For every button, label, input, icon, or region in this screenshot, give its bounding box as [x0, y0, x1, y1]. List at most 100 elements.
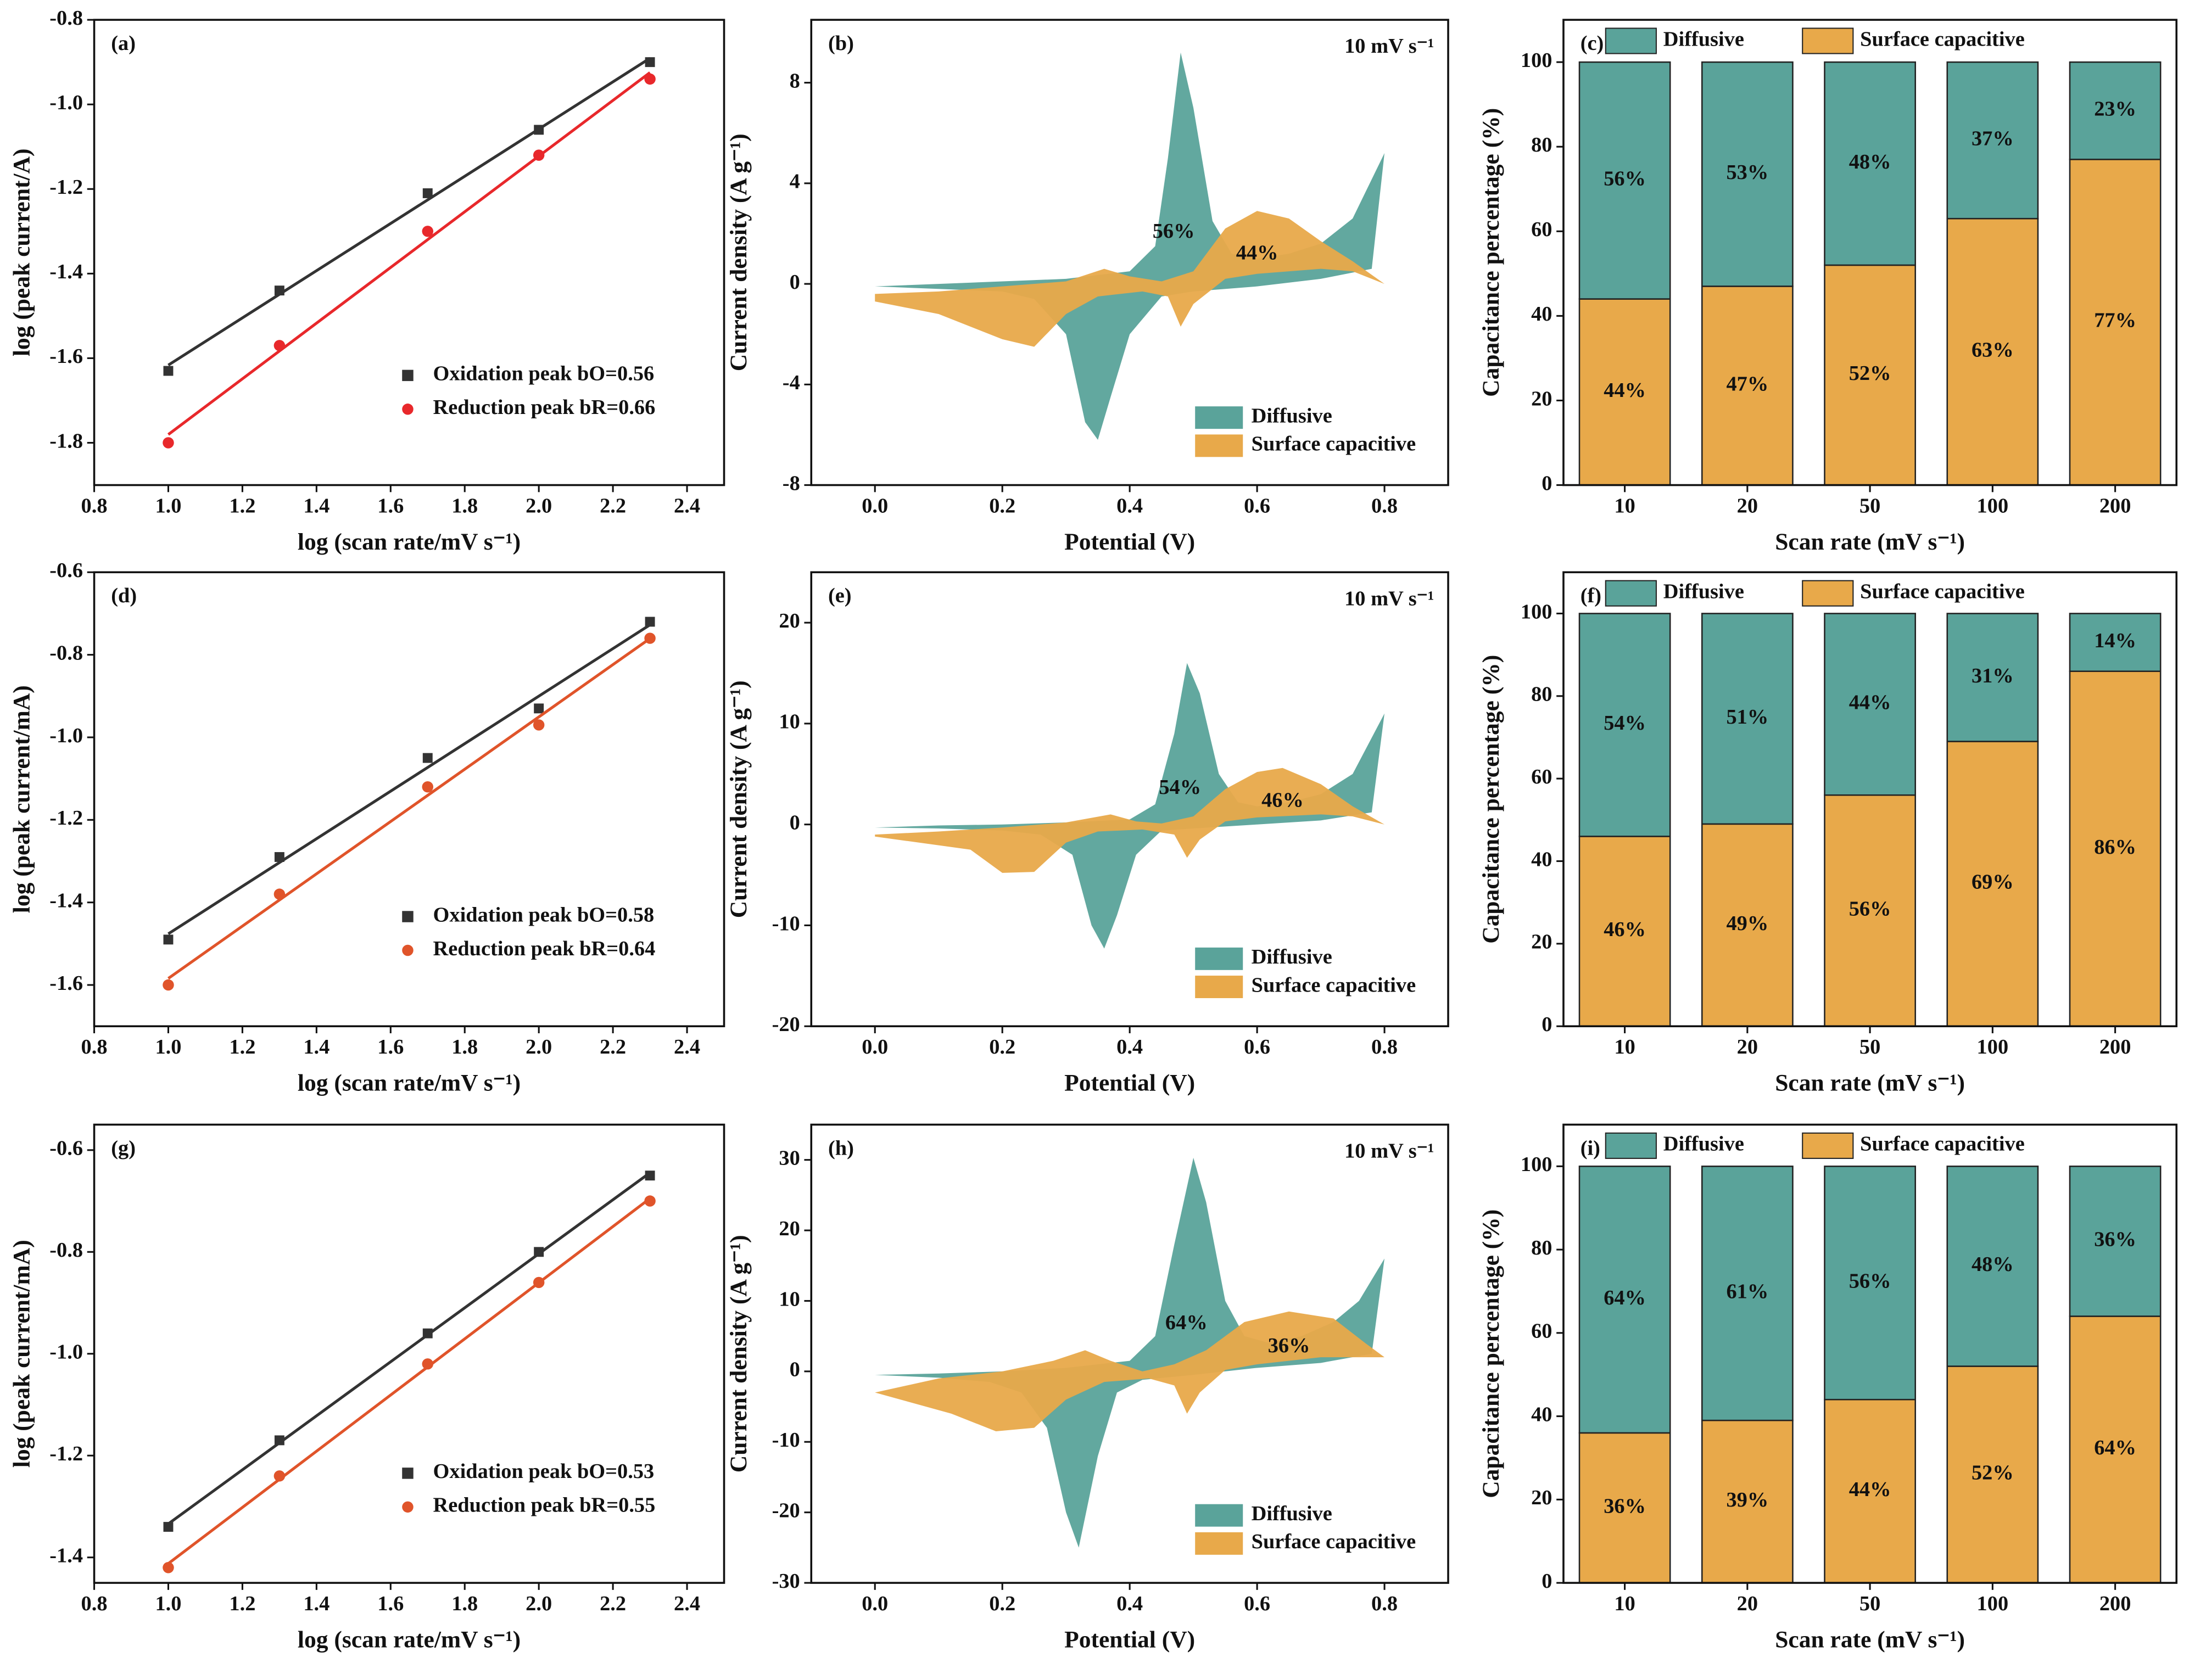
legend-marker	[402, 944, 414, 956]
x-tick-label: 0.4	[1116, 494, 1143, 517]
x-axis-label: log (scan rate/mV s⁻¹)	[298, 529, 521, 555]
area	[875, 1311, 1385, 1432]
point	[163, 437, 174, 449]
legend-label: Diffusive	[1663, 580, 1744, 603]
y-tick-label: -0.8	[49, 7, 83, 30]
legend-label: Diffusive	[1663, 27, 1744, 51]
panel: -8 -4 0 4 8 0.0 0.2 0.4 0.6 0.8 Potential (V) Curre…	[725, 19, 1449, 555]
point	[422, 1358, 434, 1370]
value-label: 37%	[1972, 127, 2014, 150]
y-tick-label: -1.2	[49, 1442, 83, 1465]
x-tick-label: 0.6	[1244, 494, 1270, 517]
fit-line	[167, 71, 651, 436]
legend-label: Reduction peak bR=0.66	[433, 396, 656, 419]
x-tick-label: 0.8	[1371, 494, 1398, 517]
value-label: 48%	[1849, 150, 1891, 173]
value-label: 69%	[1972, 871, 2014, 894]
value-label: 49%	[1726, 912, 1768, 935]
point	[163, 366, 174, 376]
x-tick-label: 200	[2099, 1592, 2131, 1615]
fit-line	[167, 623, 651, 936]
bar-segment	[2069, 61, 2162, 160]
bar-segment	[2069, 1166, 2162, 1317]
legend-swatch	[1802, 1132, 1854, 1159]
y-axis-label: Capacitance percentage (%)	[1478, 1209, 1504, 1498]
legend-marker	[402, 404, 414, 415]
point	[163, 1522, 174, 1532]
panel-label: (i)	[1580, 1136, 1600, 1160]
value-label: 53%	[1726, 161, 1768, 184]
x-tick-label: 50	[1859, 494, 1880, 517]
x-axis-label: log (scan rate/mV s⁻¹)	[298, 1070, 521, 1096]
area-label: 54%	[1159, 776, 1201, 799]
point	[644, 73, 656, 85]
value-label: 48%	[1972, 1253, 2014, 1276]
point	[534, 703, 544, 714]
plot-frame	[810, 19, 1449, 486]
y-tick-label: -30	[772, 1570, 800, 1593]
y-tick-label: -1.8	[49, 429, 83, 452]
x-axis-label: Scan rate (mV s⁻¹)	[1775, 1627, 1965, 1653]
plot-frame	[1562, 1123, 2178, 1584]
fit-line	[167, 1197, 651, 1565]
legend-swatch	[1605, 1132, 1657, 1159]
point	[645, 1171, 655, 1181]
x-axis-label: Scan rate (mV s⁻¹)	[1775, 1070, 1965, 1096]
area-label: 46%	[1261, 788, 1304, 811]
area-label: 44%	[1236, 242, 1278, 265]
legend-swatch	[1195, 1532, 1243, 1555]
bar-segment	[1578, 61, 1671, 300]
y-tick-label: -1.6	[49, 345, 83, 368]
legend-label: Oxidation peak bO=0.53	[433, 1460, 655, 1483]
y-tick-label: -1.2	[49, 807, 83, 830]
y-axis-label: log (peak current/mA)	[9, 1240, 35, 1468]
plot-frame	[810, 571, 1449, 1028]
y-axis-label: log (peak current/mA)	[9, 685, 35, 913]
x-tick-label: 0.8	[81, 1592, 108, 1615]
bar-segment	[1946, 217, 2039, 486]
panel: 0 20 40 60 80 100 Scan rate (mV s⁻¹) Capacitanc…	[1478, 571, 2178, 1096]
x-axis-label: Potential (V)	[1064, 529, 1195, 555]
legend-marker	[402, 369, 414, 382]
value-label: 36%	[2094, 1228, 2136, 1251]
x-tick-label: 2.2	[600, 494, 626, 517]
value-label: 56%	[1604, 167, 1646, 191]
plot-frame	[1562, 19, 2178, 486]
x-tick-label: 0.6	[1244, 1035, 1270, 1059]
panel-label: (a)	[111, 32, 136, 55]
y-tick-label: 10	[779, 710, 800, 733]
value-label: 56%	[1849, 898, 1891, 921]
area-label: 36%	[1268, 1334, 1310, 1357]
x-tick-label: 20	[1737, 1035, 1758, 1059]
x-tick-label: 1.0	[155, 1592, 181, 1615]
x-axis-label: Potential (V)	[1064, 1627, 1195, 1653]
bar-segment	[1824, 61, 1916, 266]
x-tick-label: 1.6	[377, 1035, 404, 1059]
fit-line	[167, 637, 651, 980]
value-label: 31%	[1972, 664, 2014, 687]
panel: -1.4 -1.2 -1.0 -0.8 -0.6 0.8 1.0 1.2 1.4 1.6 1.8 2.…	[9, 1123, 725, 1653]
bar-segment	[1946, 1166, 2039, 1367]
y-tick-label: -1.4	[49, 260, 83, 283]
y-tick-label: -10	[772, 912, 800, 935]
legend-swatch	[1195, 434, 1243, 457]
y-tick-label: 20	[1531, 387, 1552, 410]
point	[644, 1195, 656, 1207]
bar-segment	[1578, 836, 1671, 1027]
y-axis-label: Current density (A g⁻¹)	[725, 133, 752, 371]
y-tick-label: 0	[1542, 1570, 1552, 1593]
y-tick-label: 0	[790, 271, 800, 294]
y-tick-label: -0.8	[49, 641, 83, 664]
panel: 0 20 40 60 80 100 Scan rate (mV s⁻¹) Capacitanc…	[1478, 1123, 2178, 1653]
legend-swatch	[1195, 976, 1243, 999]
x-tick-label: 0.2	[989, 1035, 1015, 1059]
legend-swatch	[1605, 27, 1657, 54]
legend-marker	[402, 1468, 414, 1479]
x-tick-label: 0.4	[1116, 1035, 1143, 1059]
x-tick-label: 50	[1859, 1592, 1880, 1615]
bar-segment	[1578, 613, 1671, 837]
x-tick-label: 2.2	[600, 1592, 626, 1615]
point	[644, 632, 656, 644]
plot-frame	[93, 19, 725, 486]
y-tick-label: -1.2	[49, 176, 83, 199]
